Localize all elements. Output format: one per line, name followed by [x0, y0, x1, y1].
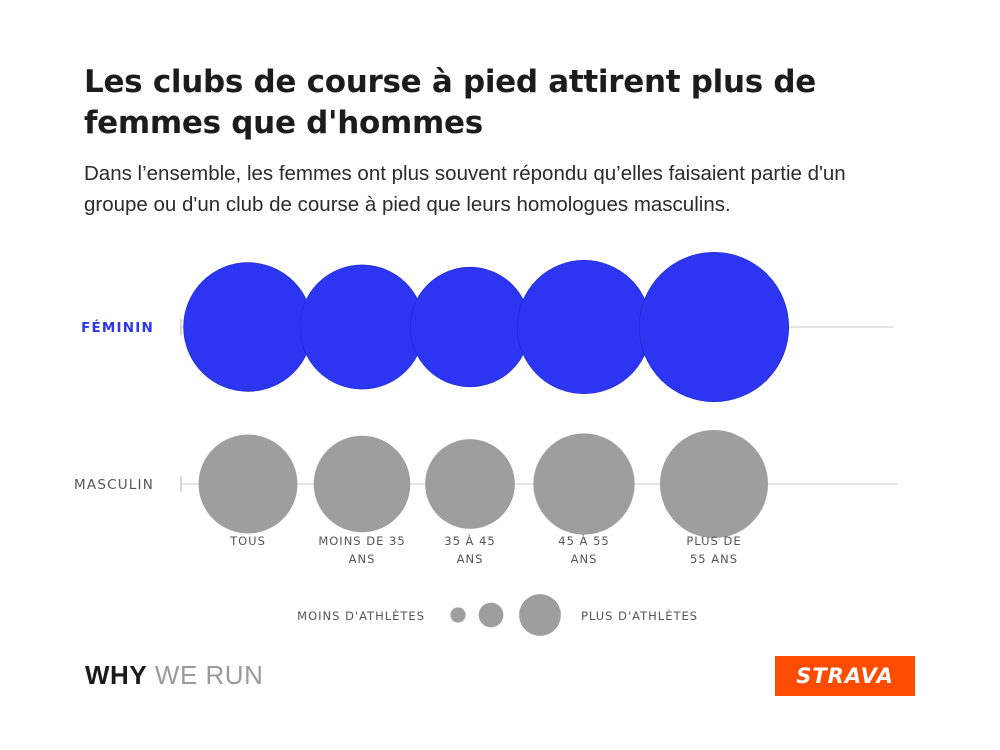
size-legend-bubble-0 [450, 607, 466, 623]
bubble-1-4 [659, 429, 769, 539]
why-we-run-brand: WHY WE RUN [85, 660, 263, 691]
category-label-1-1: ANS [349, 552, 376, 566]
bubble-1-1 [313, 435, 411, 533]
series-label-1: MASCULIN [74, 477, 154, 493]
category-label-1-0: MOINS DE 35 [318, 534, 405, 548]
series-label-0: FÉMININ [81, 319, 154, 336]
size-legend-bubble-1 [478, 602, 504, 628]
category-label-2-0: 35 À 45 [444, 533, 495, 548]
bubble-0-2 [409, 266, 531, 388]
category-label-3-1: ANS [571, 552, 598, 566]
bubble-0-1 [299, 264, 425, 390]
bubble-0-0 [183, 262, 313, 392]
why-we-run-light: WE RUN [154, 660, 264, 690]
chart-subtitle: Dans l’ensemble, les femmes ont plus sou… [84, 162, 846, 216]
size-legend-low-label: MOINS D'ATHLÈTES [297, 608, 425, 623]
bubble-1-2 [425, 439, 515, 529]
category-label-2-1: ANS [457, 552, 484, 566]
bubble-1-0 [198, 434, 298, 534]
bubble-0-3 [516, 259, 651, 394]
size-legend-high-label: PLUS D'ATHLÈTES [581, 608, 698, 623]
bubble-0-4 [638, 251, 790, 403]
category-label-0-0: TOUS [229, 534, 266, 548]
why-we-run-bold: WHY [85, 660, 148, 690]
category-label-3-0: 45 À 55 [558, 533, 609, 548]
strava-logo: STRAVA [775, 656, 915, 696]
bubble-1-3 [533, 433, 635, 535]
chart-title: Les clubs de course à pied attirent plus… [84, 64, 816, 141]
category-label-4-0: PLUS DE [686, 534, 741, 548]
category-label-4-1: 55 ANS [690, 552, 738, 566]
size-legend-bubble-2 [519, 594, 561, 636]
